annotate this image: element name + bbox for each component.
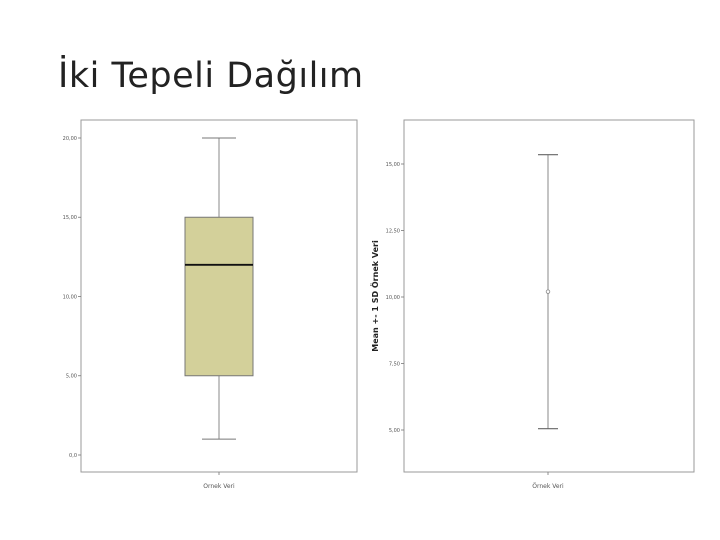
chart2-ytick-label: 12,50: [386, 228, 400, 234]
chart2-frame: [403, 119, 695, 473]
chart2-mean-marker: [545, 289, 551, 294]
chart1-category-label: Ornek Veri: [203, 483, 235, 490]
slide-title: İki Tepeli Dağılım: [58, 56, 364, 96]
chart1-ytick-label: 0,0: [69, 453, 77, 459]
chart1-ytick-label: 5,00: [66, 374, 77, 380]
chart2-ytick-label: 10,00: [386, 295, 400, 301]
chart2-ytick-label: 7,50: [389, 361, 400, 367]
chart1-ytick-label: 15,00: [63, 215, 77, 221]
chart2-y-axis-title: Mean +- 1 SD Örnek Veri: [370, 240, 380, 352]
chart2-ytick-label: 5,00: [389, 428, 400, 434]
chart2-ytick-label: 15,00: [386, 162, 400, 168]
chart1-box: [184, 216, 254, 377]
chart1-ytick-label: 20,00: [63, 136, 77, 142]
chart1-ytick-label: 10,00: [63, 294, 77, 300]
chart2-category-label: Örnek Veri: [532, 483, 564, 490]
